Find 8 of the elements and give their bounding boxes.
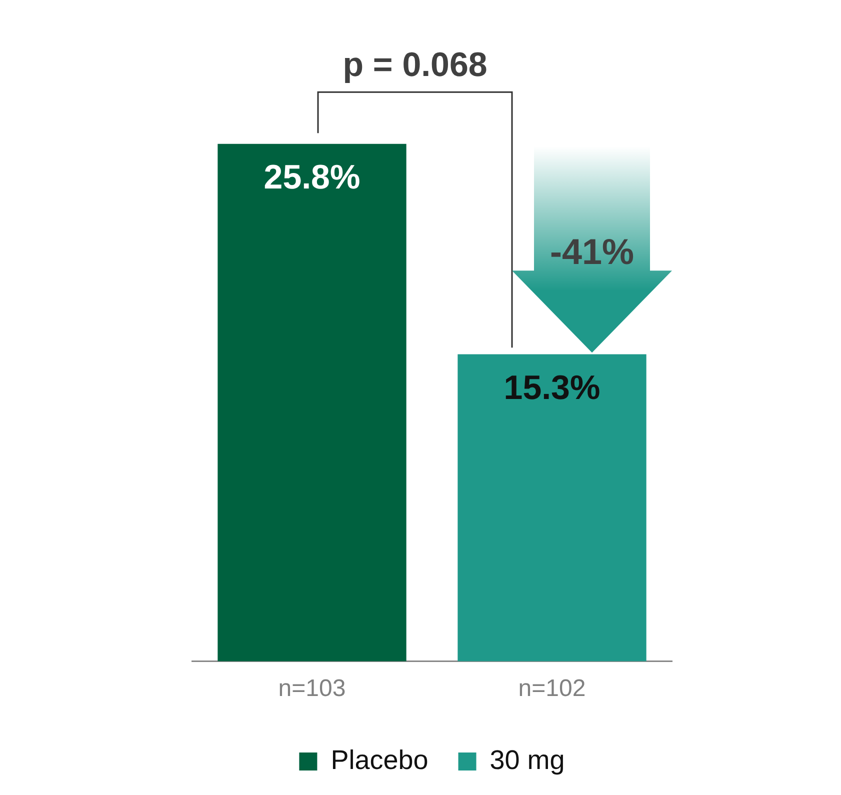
- annotation: -41%: [550, 231, 634, 272]
- data-label: 15.3%: [504, 368, 600, 407]
- x-tick-label: n=102: [518, 675, 586, 702]
- text: p = 0.068: [342, 46, 488, 84]
- legend-label: 30 mg: [490, 744, 565, 775]
- data-label: 25.8%: [264, 158, 360, 197]
- legend-label: Placebo: [330, 744, 428, 775]
- x-tick-label: n=103: [278, 675, 346, 702]
